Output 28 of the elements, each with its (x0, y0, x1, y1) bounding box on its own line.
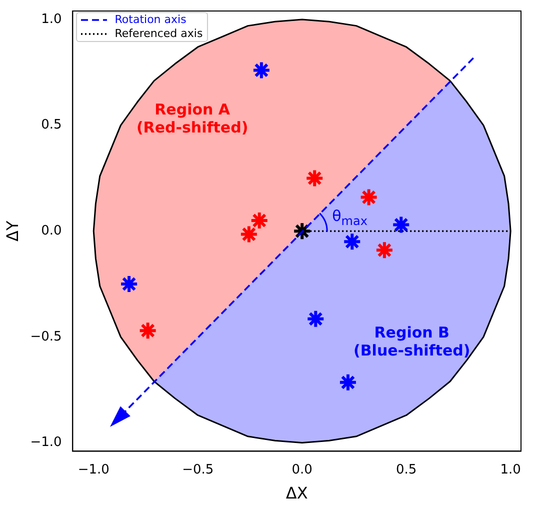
x-tick-label: 0.5 (396, 462, 417, 478)
y-tick-label: −1.0 (30, 435, 62, 450)
point (250, 211, 269, 230)
point (342, 232, 362, 252)
annotation: Region B (Blue-shifted) (354, 323, 470, 360)
point (138, 321, 158, 340)
point (359, 188, 378, 207)
annotation: Rotation axis (114, 13, 186, 27)
point (252, 60, 271, 80)
point (239, 224, 258, 244)
x-tick-label: 1.0 (500, 462, 521, 478)
x-tick-label: −1.0 (78, 462, 110, 478)
y-tick-label: 0.5 (41, 118, 62, 133)
point (374, 240, 394, 260)
x-axis-title: ΔX (286, 484, 308, 503)
annotation: Region A (Red-shifted) (136, 100, 248, 137)
point (338, 372, 358, 392)
y-tick-label: 1.0 (41, 12, 62, 27)
y-tick-label: 0.0 (41, 223, 62, 238)
y-axis-title: ΔY (2, 220, 22, 242)
y-tick-label: −0.5 (30, 329, 62, 344)
x-tick-label: 0.0 (292, 462, 312, 478)
legend-label: Referenced axis (114, 27, 203, 41)
x-tick-label: −0.5 (182, 462, 214, 478)
point (392, 215, 411, 234)
point (305, 168, 324, 188)
point (306, 309, 326, 328)
point (120, 274, 139, 294)
